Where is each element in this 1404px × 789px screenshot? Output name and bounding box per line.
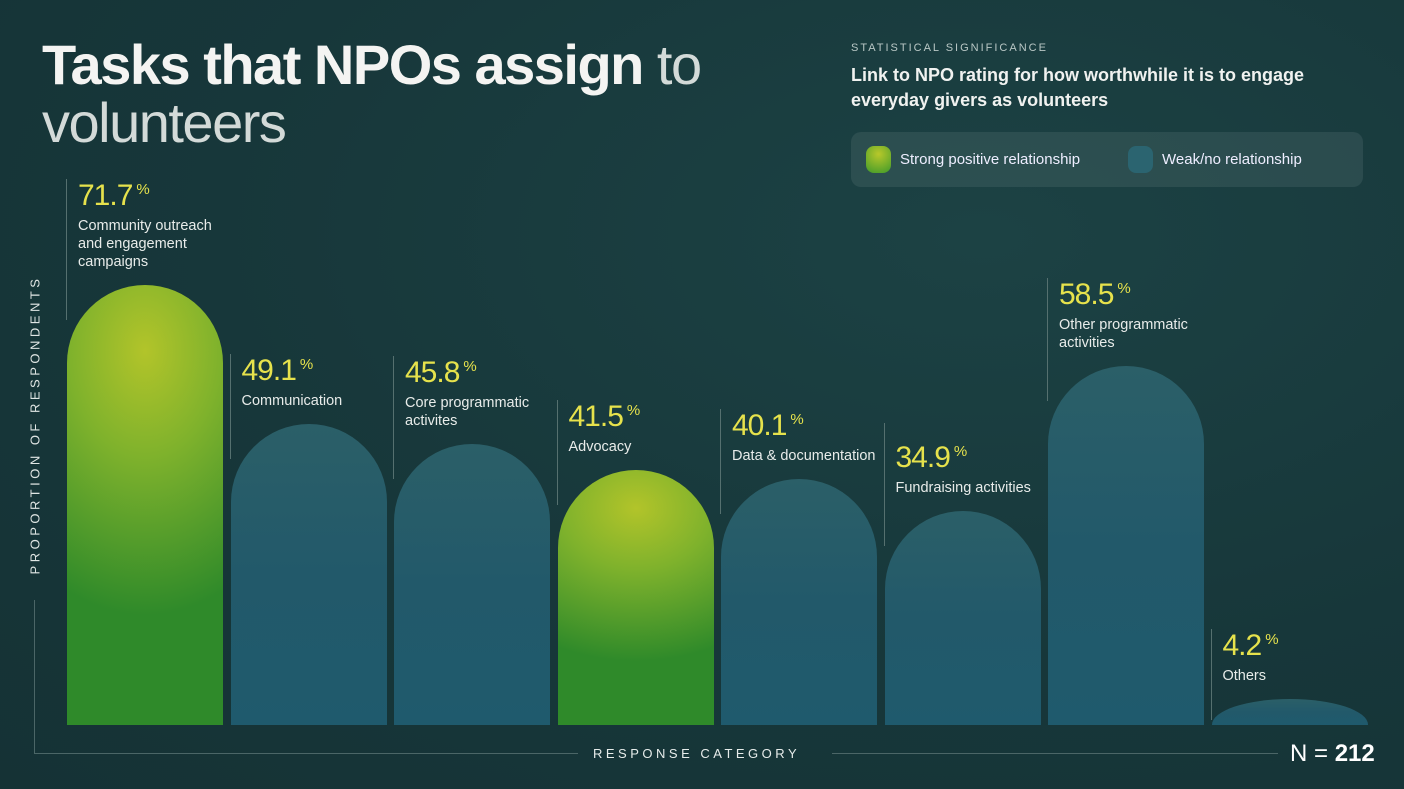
bar-5 xyxy=(884,510,1041,725)
significance-heading: STATISTICAL SIGNIFICANCE xyxy=(851,42,1048,54)
value-label: 45.8% xyxy=(405,355,477,389)
bar-7 xyxy=(1211,699,1368,725)
bar-label: 40.1% Data & documentation xyxy=(732,409,882,465)
title-bold: Tasks that NPOs assign xyxy=(42,33,644,96)
y-axis-line xyxy=(34,600,35,753)
category-label: Fundraising activities xyxy=(895,479,1031,496)
legend-label: Strong positive relationship xyxy=(900,151,1081,168)
legend-swatch-weak xyxy=(1128,146,1153,173)
legend-swatch-strong xyxy=(866,146,891,173)
legend: Strong positive relationship Weak/no rel… xyxy=(851,132,1363,187)
label-leader-line xyxy=(66,178,67,320)
bar-label: 34.9% Fundraising activities xyxy=(896,441,1046,497)
label-leader-line xyxy=(556,400,558,506)
title-light: to xyxy=(656,33,702,96)
legend-item-strong: Strong positive relationship xyxy=(866,146,1080,173)
value-label: 41.5% xyxy=(568,400,641,434)
label-leader-line xyxy=(883,422,885,546)
bar-label: 58.5% Other programmatic activities xyxy=(1059,278,1209,352)
category-label: Other programmatic activities xyxy=(1059,316,1188,351)
bar-1 xyxy=(230,423,387,725)
label-leader-line xyxy=(229,353,231,459)
legend-label: Weak/no relationship xyxy=(1162,151,1302,168)
category-label: Others xyxy=(1222,668,1267,685)
value-label: 49.1% xyxy=(241,353,314,387)
x-axis-label: RESPONSE CATEGORY xyxy=(593,746,801,761)
category-label: Advocacy xyxy=(568,439,632,456)
title-light-2: volunteers xyxy=(42,91,287,154)
sample-size: N = 212 xyxy=(1290,740,1375,767)
legend-item-weak: Weak/no relationship xyxy=(1128,146,1302,173)
category-label: Data & documentation xyxy=(732,447,876,464)
bar-2 xyxy=(394,443,550,725)
significance-subtitle: Link to NPO rating for how worthwhile it… xyxy=(851,65,1305,110)
label-leader-line xyxy=(1210,629,1212,720)
bar-label: 4.2% Others xyxy=(1223,629,1373,685)
value-label: 4.2% xyxy=(1222,629,1279,663)
y-axis-label: PROPORTION OF RESPONDENTS xyxy=(27,275,43,575)
bar-0 xyxy=(67,284,223,725)
category-label: Community outreach and engagement campai… xyxy=(78,217,212,270)
label-leader-line xyxy=(1047,277,1048,401)
label-leader-line xyxy=(720,408,721,514)
value-label: 40.1% xyxy=(732,408,804,442)
x-axis-line xyxy=(832,753,1278,754)
bar-label: 41.5% Advocacy xyxy=(569,400,719,456)
value-label: 71.7% xyxy=(78,178,150,212)
category-label: Communication xyxy=(241,392,343,409)
page-title: Tasks that NPOs assign to volunteers xyxy=(42,33,702,154)
value-label: 34.9% xyxy=(895,440,968,474)
x-axis-line xyxy=(34,753,578,754)
bar-label: 45.8% Core programmatic activites xyxy=(405,356,555,430)
bar-label: 71.7% Community outreach and engagement c… xyxy=(78,179,228,271)
bar-4 xyxy=(721,478,877,725)
bar-6 xyxy=(1048,365,1204,725)
bar-3 xyxy=(557,470,714,725)
bar-label: 49.1% Communication xyxy=(242,354,392,410)
value-label: 58.5% xyxy=(1059,277,1131,311)
label-leader-line xyxy=(393,355,394,479)
category-label: Core programmatic activites xyxy=(405,394,530,429)
